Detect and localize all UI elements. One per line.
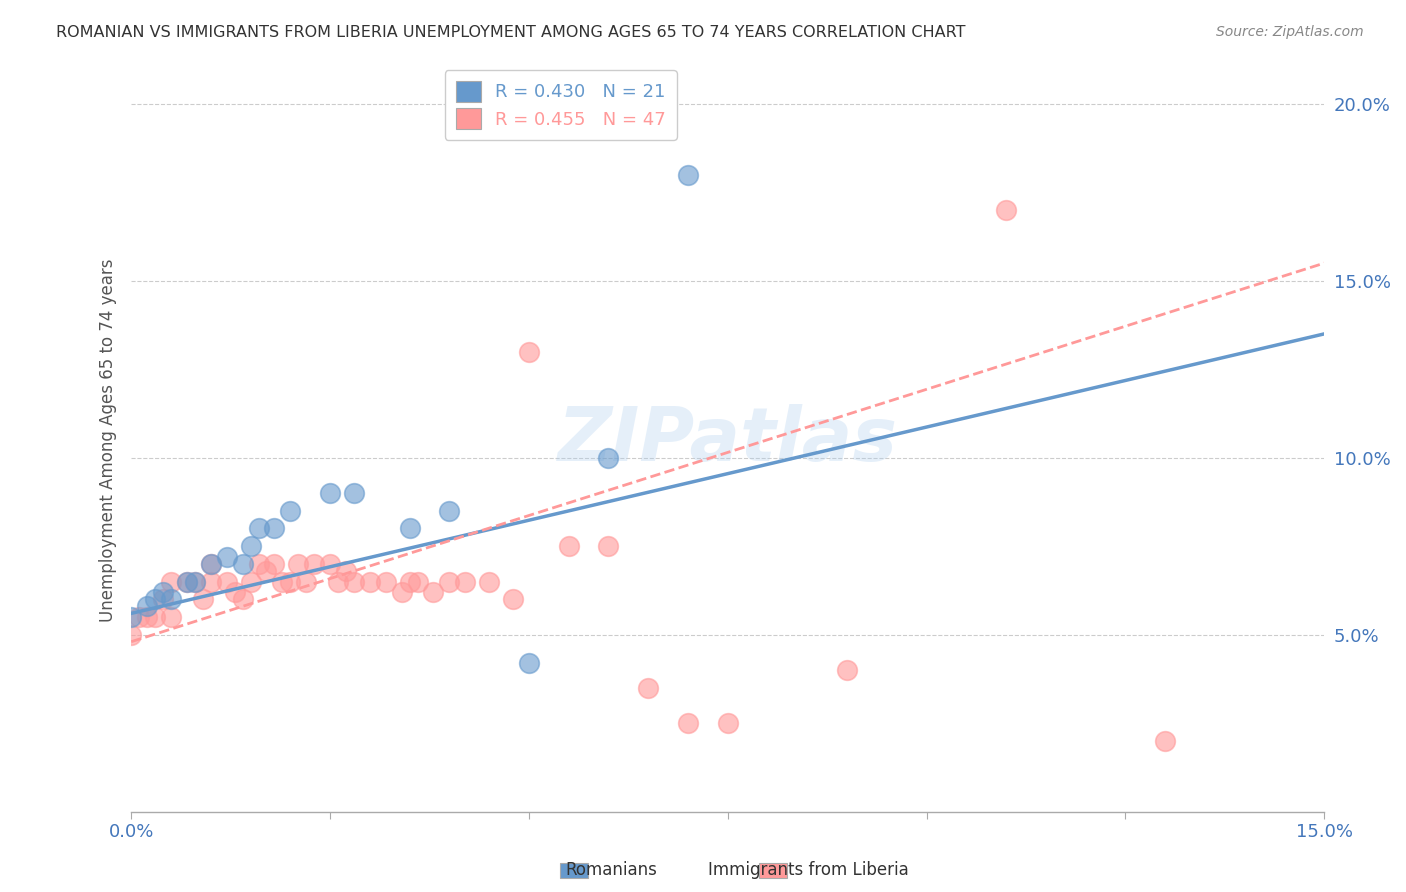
Point: [143, 592, 166, 607]
Point: [598, 450, 620, 465]
Point: [287, 557, 309, 571]
Text: Source: ZipAtlas.com: Source: ZipAtlas.com: [1216, 25, 1364, 39]
Point: [343, 486, 366, 500]
Legend: R = 0.430   N = 21, R = 0.455   N = 47: R = 0.430 N = 21, R = 0.455 N = 47: [444, 70, 676, 140]
Point: [160, 574, 183, 589]
Point: [319, 557, 342, 571]
Point: [152, 592, 174, 607]
Point: [326, 574, 349, 589]
Point: [271, 574, 294, 589]
Text: Immigrants from Liberia: Immigrants from Liberia: [709, 861, 908, 879]
Point: [676, 716, 699, 731]
Point: [391, 585, 413, 599]
Point: [136, 610, 159, 624]
Point: [239, 539, 262, 553]
Point: [128, 610, 150, 624]
Point: [557, 539, 579, 553]
Point: [263, 521, 285, 535]
Point: [200, 557, 222, 571]
Point: [200, 557, 222, 571]
Point: [160, 592, 183, 607]
Point: [835, 663, 858, 677]
Point: [160, 610, 183, 624]
Y-axis label: Unemployment Among Ages 65 to 74 years: Unemployment Among Ages 65 to 74 years: [100, 259, 117, 622]
Point: [232, 592, 254, 607]
Point: [191, 592, 214, 607]
Point: [256, 564, 278, 578]
Point: [152, 585, 174, 599]
Point: [176, 574, 198, 589]
Point: [517, 344, 540, 359]
Point: [478, 574, 501, 589]
Point: [247, 521, 270, 535]
Point: [717, 716, 740, 731]
Text: Romanians: Romanians: [565, 861, 658, 879]
Point: [398, 521, 420, 535]
Point: [343, 574, 366, 589]
Point: [406, 574, 429, 589]
Point: [200, 574, 222, 589]
Point: [439, 504, 461, 518]
Point: [319, 486, 342, 500]
Point: [215, 574, 238, 589]
Point: [143, 610, 166, 624]
Point: [637, 681, 659, 695]
Point: [995, 202, 1018, 217]
Point: [232, 557, 254, 571]
Point: [374, 574, 396, 589]
Point: [517, 656, 540, 670]
Point: [215, 549, 238, 564]
Point: [278, 504, 301, 518]
Point: [184, 574, 207, 589]
Point: [263, 557, 285, 571]
Point: [598, 539, 620, 553]
Point: [335, 564, 357, 578]
Point: [422, 585, 444, 599]
Text: ZIPatlas: ZIPatlas: [558, 403, 898, 476]
Point: [359, 574, 381, 589]
Point: [454, 574, 477, 589]
Point: [676, 168, 699, 182]
Point: [439, 574, 461, 589]
Point: [239, 574, 262, 589]
Point: [176, 574, 198, 589]
Point: [295, 574, 318, 589]
Point: [136, 599, 159, 614]
Point: [120, 627, 142, 641]
Point: [1154, 733, 1177, 747]
Point: [278, 574, 301, 589]
Point: [224, 585, 246, 599]
Point: [398, 574, 420, 589]
Point: [502, 592, 524, 607]
Point: [184, 574, 207, 589]
Point: [247, 557, 270, 571]
Text: ROMANIAN VS IMMIGRANTS FROM LIBERIA UNEMPLOYMENT AMONG AGES 65 TO 74 YEARS CORRE: ROMANIAN VS IMMIGRANTS FROM LIBERIA UNEM…: [56, 25, 966, 40]
Point: [302, 557, 325, 571]
Point: [120, 610, 142, 624]
